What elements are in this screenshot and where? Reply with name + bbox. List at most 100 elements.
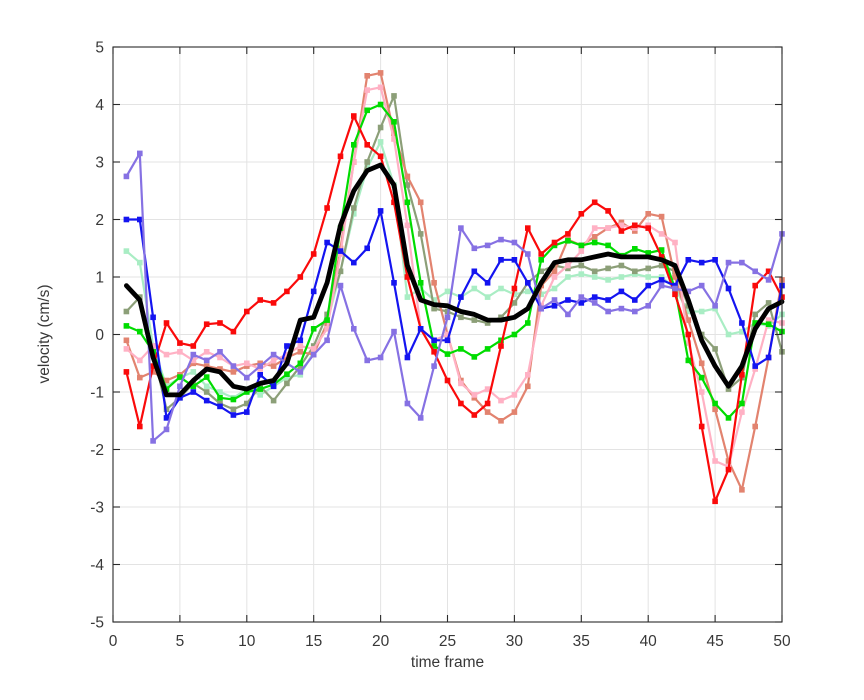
series-pink-marker <box>123 346 130 352</box>
series-olive-marker <box>284 380 290 387</box>
series-pink-marker <box>471 392 478 398</box>
series-red-marker <box>310 251 317 257</box>
series-pink-marker <box>712 458 718 464</box>
series-mint-marker <box>698 308 705 315</box>
series-pink-marker <box>310 346 317 352</box>
series-salmon-marker <box>217 366 223 372</box>
series-purple-marker <box>498 236 504 243</box>
series-red-marker <box>511 285 518 292</box>
series-red-marker <box>752 282 758 289</box>
svg-text:25: 25 <box>439 633 456 650</box>
series-olive-marker <box>391 93 397 99</box>
series-pink-marker <box>244 360 250 367</box>
series-purple-marker <box>698 282 705 289</box>
series-pink-marker <box>150 343 156 349</box>
series-pink-marker <box>605 225 611 231</box>
series-red-marker <box>337 153 344 160</box>
svg-text:30: 30 <box>506 633 524 650</box>
svg-text:40: 40 <box>640 633 658 650</box>
series-green-marker <box>431 343 437 349</box>
series-blue-marker <box>484 280 491 286</box>
series-salmon-marker <box>725 458 732 464</box>
series-mint-marker <box>605 277 611 283</box>
series-blue-marker <box>177 395 183 401</box>
series-pink-marker <box>672 239 678 246</box>
series-pink-marker <box>217 354 223 361</box>
series-green-marker <box>297 360 304 367</box>
series-olive-marker <box>632 268 638 275</box>
series-blue-marker <box>765 354 772 361</box>
axis-ticks <box>112 46 783 623</box>
series-red-marker <box>632 222 638 229</box>
series-purple-marker <box>417 415 424 421</box>
series-blue-marker <box>565 297 571 303</box>
series-olive-marker <box>310 343 317 349</box>
series-blue-marker <box>244 409 250 415</box>
series-green-marker <box>217 395 223 401</box>
series-blue-marker <box>632 297 638 303</box>
series-blue-marker <box>137 216 143 223</box>
series-purple-marker <box>404 400 411 407</box>
series-salmon-marker <box>685 317 692 323</box>
series-salmon-marker <box>137 374 143 381</box>
series-pink-marker <box>190 357 197 364</box>
series-blue-marker <box>230 412 237 418</box>
series-olive-marker <box>163 406 170 413</box>
series-green-marker <box>565 238 571 244</box>
series-red-marker <box>431 349 437 355</box>
series-purple-marker <box>377 354 384 361</box>
series-purple-marker <box>163 426 170 433</box>
series-pink-marker <box>163 351 170 358</box>
series-green-marker <box>458 346 464 352</box>
series-salmon <box>123 70 785 493</box>
series-mean-line <box>124 162 785 398</box>
series-olive-marker <box>471 317 478 323</box>
series-salmon-marker <box>163 377 170 384</box>
series-red-marker <box>404 274 411 280</box>
series-salmon-marker <box>632 228 638 234</box>
series-mint-marker <box>444 288 451 295</box>
series-pink-marker <box>685 340 692 346</box>
series-salmon-marker <box>297 349 304 355</box>
series-purple <box>123 150 785 444</box>
series-red-marker <box>712 498 718 505</box>
series-mint-marker <box>658 274 665 280</box>
series-pink-marker <box>565 262 571 269</box>
series-red-marker <box>190 343 197 349</box>
series-salmon-marker <box>150 369 156 375</box>
series-olive-marker <box>752 311 758 318</box>
series-pink-marker <box>177 349 183 355</box>
series-pink-marker <box>364 87 370 93</box>
series-mint-marker <box>297 372 304 378</box>
series-green-marker <box>525 320 531 326</box>
series-blue-marker <box>324 239 330 246</box>
series-blue-marker <box>672 282 678 289</box>
series-pink-marker <box>618 222 625 229</box>
series-blue-marker <box>351 259 357 266</box>
series-red-marker <box>725 466 732 473</box>
series-blue-marker <box>685 257 692 263</box>
series-green-marker <box>578 242 585 249</box>
series-purple-marker <box>217 349 223 355</box>
series-salmon-marker <box>525 383 531 390</box>
series-mint-marker <box>618 274 625 280</box>
series-green-marker <box>351 142 357 148</box>
series-salmon-marker <box>658 213 665 220</box>
series-blue-marker <box>310 288 317 295</box>
series-red-marker <box>391 199 397 206</box>
series-purple-marker <box>712 303 718 309</box>
series-red-marker <box>297 274 304 280</box>
series-mint-marker <box>645 274 651 280</box>
series-salmon-marker <box>270 363 277 369</box>
series-red-marker <box>498 343 504 349</box>
series-red-marker <box>685 331 692 338</box>
series-red-marker <box>471 412 478 418</box>
svg-text:45: 45 <box>706 633 723 650</box>
series-olive-marker <box>578 262 585 269</box>
series-red-marker <box>658 254 665 260</box>
series-pink-marker <box>752 366 758 372</box>
series-red-marker <box>444 377 451 384</box>
series-mint-marker <box>137 259 143 266</box>
series-mint-marker <box>431 297 437 303</box>
series-purple-marker <box>525 251 531 257</box>
